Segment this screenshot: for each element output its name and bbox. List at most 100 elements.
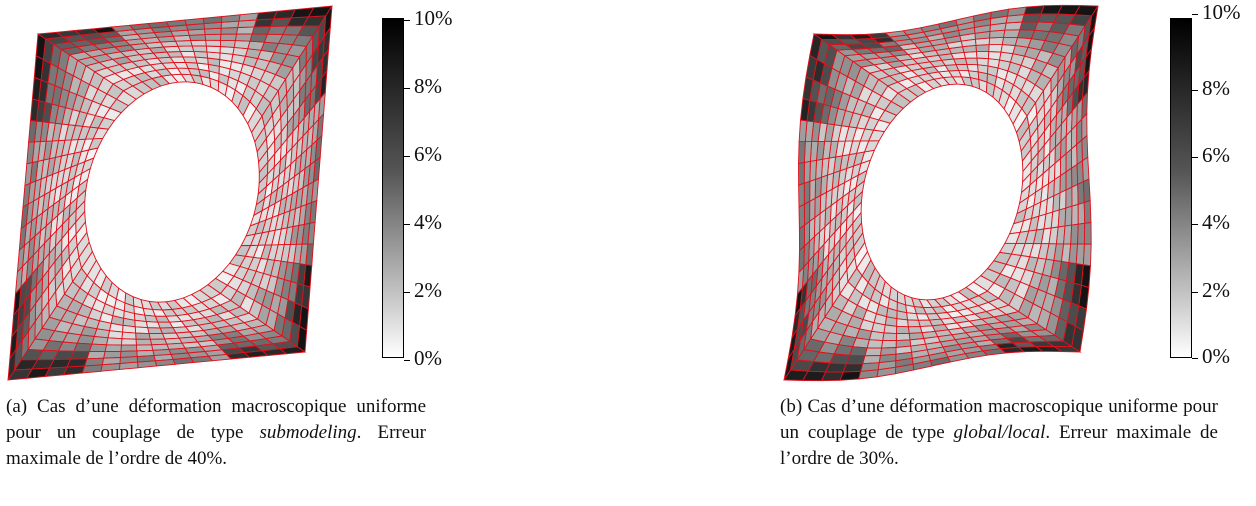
mesh-element [814, 176, 822, 200]
figure-panel-b: 10% 8% 6% 4% 2% 0% (b) Cas d’une déforma… [770, 0, 1256, 506]
mesh-element [798, 161, 805, 186]
mesh-element [1059, 171, 1067, 194]
colorbar-tick-4: 4% [404, 212, 442, 233]
mesh-element [154, 358, 176, 367]
mesh-element [105, 337, 123, 346]
mesh-element [137, 360, 158, 369]
mesh-element [205, 39, 222, 47]
colorbar-tick-8: 8% [404, 76, 442, 97]
mesh-element [1083, 200, 1092, 224]
mesh-element [798, 119, 808, 143]
mesh-element [165, 19, 187, 27]
colorbar-ticks-b: 10% 8% 6% 4% 2% 0% [1192, 0, 1256, 380]
mesh-element [1082, 156, 1090, 183]
mesh-element [238, 12, 260, 22]
mesh-element [1071, 203, 1079, 226]
mesh-element [798, 141, 806, 164]
mesh-element [220, 33, 238, 42]
caption-text: Cas d’une déformation macroscopique unif… [6, 396, 427, 443]
mesh-element [1064, 205, 1073, 227]
caption-emphasis: global/local [953, 422, 1046, 443]
colorbar-tick-2: 2% [1192, 280, 1230, 301]
mesh-element [896, 325, 910, 335]
mesh-element [182, 56, 198, 64]
mesh-element [1081, 134, 1089, 162]
mesh-element [190, 355, 214, 363]
mesh-element [221, 14, 241, 23]
caption-b: (b) Cas d’une déformation macroscopique … [780, 394, 1218, 472]
mesh-element [1083, 221, 1092, 245]
colorbar-tick-8: 8% [1192, 78, 1230, 99]
mesh-element [975, 44, 990, 53]
colorbar-tick-2: 2% [404, 280, 442, 301]
mesh-element [147, 327, 164, 335]
mesh-element [857, 369, 879, 380]
colorbar-tick-10: 10% [1192, 2, 1241, 23]
mesh-element [964, 57, 979, 66]
mesh-element [1006, 6, 1028, 17]
mesh-element [809, 178, 817, 203]
mesh-element [966, 63, 979, 73]
mesh-element [1071, 183, 1079, 207]
mesh-element [866, 339, 884, 349]
deformed-mesh-plot-b [783, 4, 1099, 382]
caption-a: (a) Cas d’une déformation macroscopique … [6, 394, 426, 472]
mesh-element [803, 160, 811, 184]
mesh-element [880, 340, 897, 349]
mesh-element [35, 33, 47, 61]
mesh-element [121, 331, 137, 340]
mesh-element [81, 364, 103, 374]
mesh-element [1081, 264, 1091, 288]
mesh-element [987, 51, 1002, 61]
mesh-element [205, 45, 221, 54]
mesh-element [204, 33, 222, 41]
colorbar-tick-6: 6% [1192, 145, 1230, 166]
colorbar-tick-4: 4% [1192, 212, 1230, 233]
mesh-element [798, 182, 805, 208]
mesh-element [883, 324, 898, 335]
mesh-element [1058, 189, 1067, 211]
mesh-element [100, 363, 121, 372]
mesh-element [1070, 223, 1079, 245]
mesh-element [809, 33, 823, 61]
mesh-element [104, 344, 122, 353]
figure-panel-a: 10% 8% 6% 4% 2% 0% (a) Cas d’une déforma… [0, 0, 470, 506]
mesh-element [988, 36, 1005, 46]
mesh-element [135, 332, 151, 340]
mesh-element [814, 194, 822, 219]
mesh-element [906, 312, 920, 321]
mesh-element [172, 357, 195, 365]
caption-text-end: . Erreur maximale de l’ordre de 30%. [780, 422, 1218, 469]
mesh-element [988, 44, 1003, 53]
mesh-element [147, 21, 170, 29]
mesh-element [134, 326, 150, 335]
mesh-element [233, 40, 251, 50]
caption-text: Cas d’une déformation macroscopique unif… [780, 396, 1218, 443]
mesh-element [1082, 178, 1091, 204]
mesh-element [1065, 167, 1073, 191]
caption-label: (a) [6, 396, 28, 417]
colorbar-tick-6: 6% [404, 144, 442, 165]
mesh-element [798, 224, 805, 252]
mesh-element [86, 351, 106, 360]
mesh-element [803, 200, 811, 226]
mesh-element [202, 16, 223, 25]
mesh-element [177, 45, 195, 52]
mesh-element [1077, 222, 1086, 245]
colorbar-ticks-a: 10% 8% 6% 4% 2% 0% [404, 0, 474, 380]
colorbar-b [1170, 18, 1192, 358]
mesh-element [1077, 201, 1086, 225]
colorbar-tick-10: 10% [404, 8, 453, 29]
mesh-element [1003, 29, 1021, 38]
caption-label: (b) [780, 396, 803, 417]
mesh-element [809, 197, 816, 223]
mesh-element [976, 51, 990, 60]
colorbar-a [382, 18, 404, 358]
mesh-element [864, 347, 883, 357]
mesh-element [219, 39, 236, 48]
mesh-element [906, 319, 921, 328]
deformed-mesh-plot-a [7, 5, 333, 381]
mesh-element [882, 332, 897, 342]
caption-emphasis: submodeling [259, 422, 357, 443]
mesh-element [234, 33, 253, 42]
